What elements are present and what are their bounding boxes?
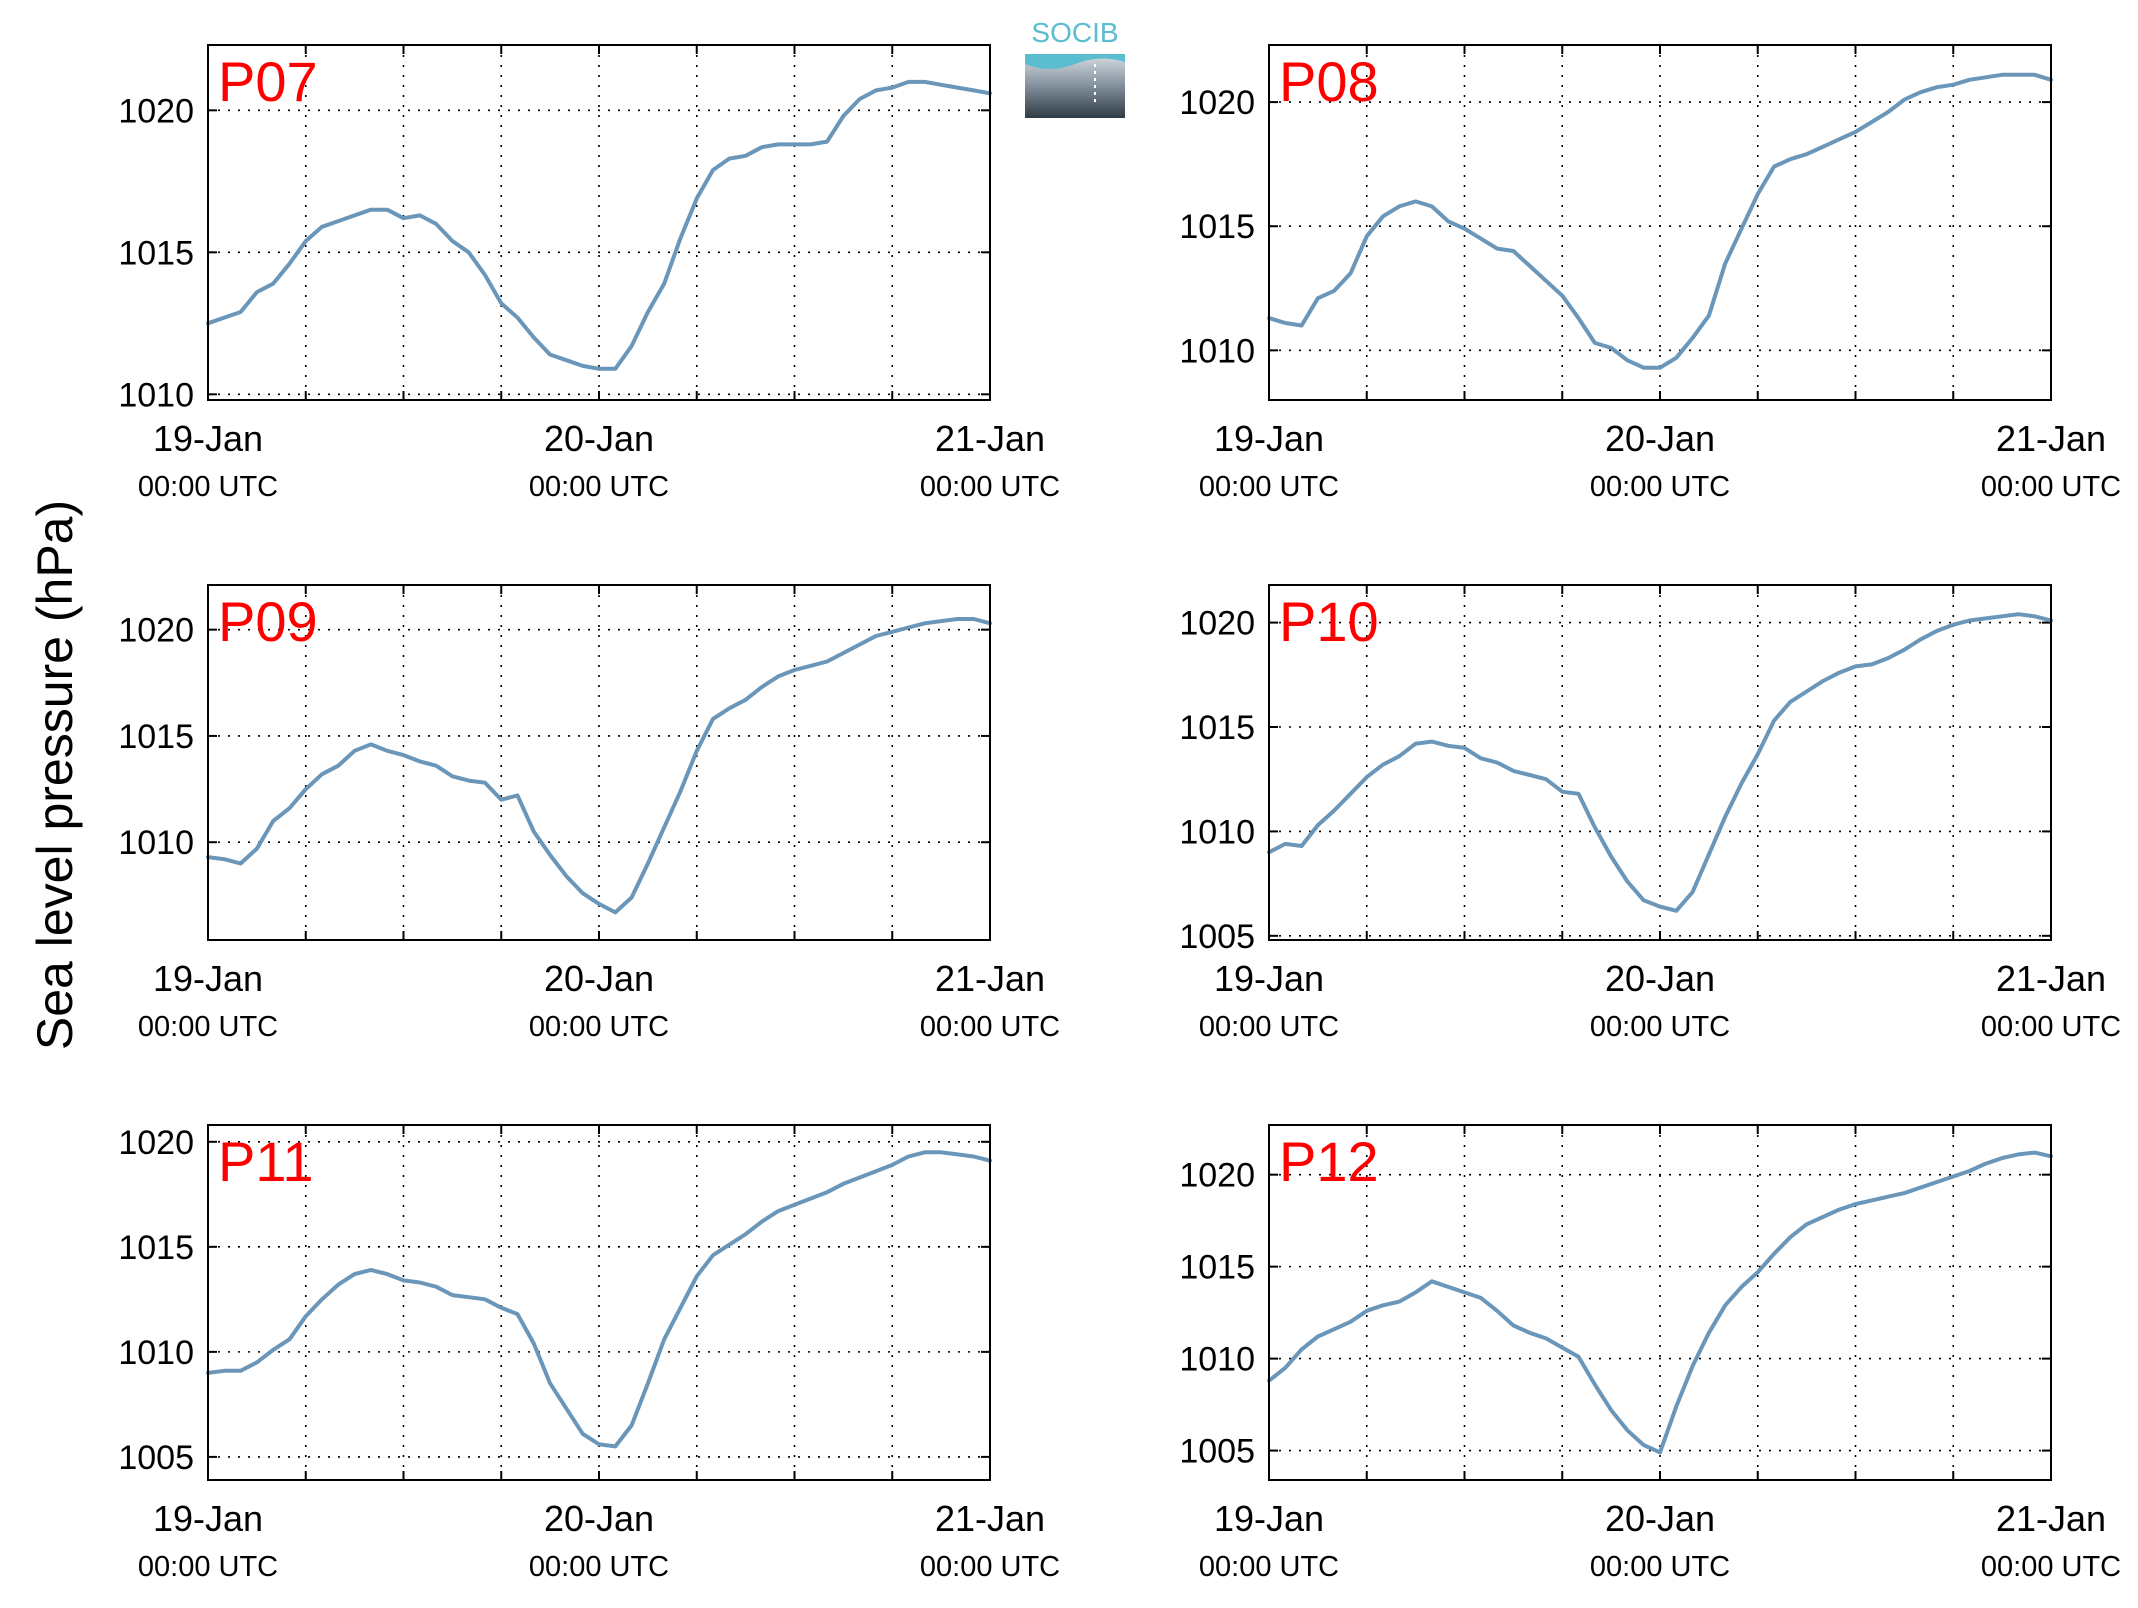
panel-label: P09 [218,590,318,653]
x-tick-sublabel: 00:00 UTC [1199,471,1339,503]
y-tick-label: 1010 [1179,332,1255,370]
series-line [1267,1150,2053,1455]
x-tick-sublabel: 00:00 UTC [920,471,1060,503]
x-tick-sublabel: 00:00 UTC [529,1551,669,1583]
y-tick-label: 1020 [1179,84,1255,122]
x-tick-sublabel: 00:00 UTC [1590,471,1730,503]
logo-wave [1025,54,1125,69]
panel-label: P11 [218,1130,313,1193]
y-tick-label: 1015 [118,718,194,756]
x-tick-label: 21-Jan [935,1498,1045,1539]
x-tick-sublabel: 00:00 UTC [138,1551,278,1583]
x-tick-label: 20-Jan [544,958,654,999]
axes-box [1268,44,2052,401]
x-tick-sublabel: 00:00 UTC [920,1551,1060,1583]
panel-p08: 1010 1015 1020 P08 19-Jan 00:00 UTC 20-Jan 00:0… [1179,44,2121,503]
y-tick-label: 1010 [118,824,194,862]
x-tick-label: 19-Jan [1214,1498,1324,1539]
y-tick-label: 1020 [1179,605,1255,643]
x-tick-label: 21-Jan [935,418,1045,459]
x-tick-sublabel: 00:00 UTC [1590,1551,1730,1583]
y-tick-label: 1015 [1179,1249,1255,1287]
panel-p07: 1010 1015 1020 P07 19-Jan 00:00 UTC 20-Jan 00:0… [118,44,1060,503]
axes-box [207,584,991,941]
panel-p12: 1005 1010 1015 1020 P12 19-Jan 00:00 UTC 20-Jan… [1179,1124,2121,1583]
x-tick-label: 20-Jan [1605,418,1715,459]
x-tick-sublabel: 00:00 UTC [1981,1011,2121,1043]
x-tick-label: 19-Jan [1214,958,1324,999]
x-tick-sublabel: 00:00 UTC [138,1011,278,1043]
x-tick-label: 21-Jan [1996,418,2106,459]
series-line [1267,612,2053,913]
panel-label: P07 [218,50,318,113]
x-tick-label: 21-Jan [1996,958,2106,999]
y-tick-label: 1015 [118,234,194,272]
logo-text: SOCIB [1031,17,1118,48]
x-tick-sublabel: 00:00 UTC [1199,1551,1339,1583]
panels: 1010 1015 1020 P07 19-Jan 00:00 UTC 20-Jan 00:0… [118,44,2121,1583]
axes-box [207,1124,991,1481]
series-line [206,79,992,371]
y-tick-label: 1015 [118,1229,194,1267]
x-tick-sublabel: 00:00 UTC [529,1011,669,1043]
y-tick-label: 1010 [118,1334,194,1372]
x-tick-sublabel: 00:00 UTC [1981,1551,2121,1583]
socib-logo: SOCIB [1025,17,1125,118]
y-tick-label: 1010 [1179,1341,1255,1379]
panel-label: P08 [1279,50,1379,113]
axes-box [1268,1124,2052,1481]
panel-p11: 1005 1010 1015 1020 P11 19-Jan 00:00 UTC 20-Jan… [118,1124,1060,1583]
series-line [206,1150,992,1449]
y-tick-label: 1010 [1179,813,1255,851]
y-tick-label: 1005 [1179,1433,1255,1471]
x-tick-label: 20-Jan [544,418,654,459]
series-line [206,617,992,915]
y-tick-label: 1020 [118,612,194,650]
y-tick-label: 1005 [1179,918,1255,956]
y-tick-label: 1020 [118,1124,194,1162]
panel-label: P12 [1279,1130,1379,1193]
y-axis-label: Sea level pressure (hPa) [27,500,83,1050]
x-tick-label: 20-Jan [544,1498,654,1539]
y-tick-label: 1020 [1179,1157,1255,1195]
panel-p10: 1005 1010 1015 1020 P10 19-Jan 00:00 UTC 20-Jan… [1179,584,2121,1043]
panel-label: P10 [1279,590,1379,653]
x-tick-label: 19-Jan [153,1498,263,1539]
panel-p09: 1010 1015 1020 P09 19-Jan 00:00 UTC 20-Jan 00:0… [118,584,1060,1043]
series-line [1267,72,2053,370]
x-tick-label: 19-Jan [153,958,263,999]
y-tick-label: 1010 [118,376,194,414]
y-tick-label: 1015 [1179,208,1255,246]
y-tick-label: 1005 [118,1439,194,1477]
y-tick-label: 1015 [1179,709,1255,747]
x-tick-sublabel: 00:00 UTC [529,471,669,503]
x-tick-label: 19-Jan [153,418,263,459]
x-tick-sublabel: 00:00 UTC [1199,1011,1339,1043]
axes-box [1268,584,2052,941]
x-tick-label: 20-Jan [1605,1498,1715,1539]
x-tick-sublabel: 00:00 UTC [1981,471,2121,503]
y-tick-label: 1020 [118,92,194,130]
x-tick-label: 19-Jan [1214,418,1324,459]
x-tick-label: 21-Jan [935,958,1045,999]
x-tick-label: 21-Jan [1996,1498,2106,1539]
x-tick-sublabel: 00:00 UTC [138,471,278,503]
x-tick-label: 20-Jan [1605,958,1715,999]
x-tick-sublabel: 00:00 UTC [1590,1011,1730,1043]
axes-box [207,44,991,401]
x-tick-sublabel: 00:00 UTC [920,1011,1060,1043]
